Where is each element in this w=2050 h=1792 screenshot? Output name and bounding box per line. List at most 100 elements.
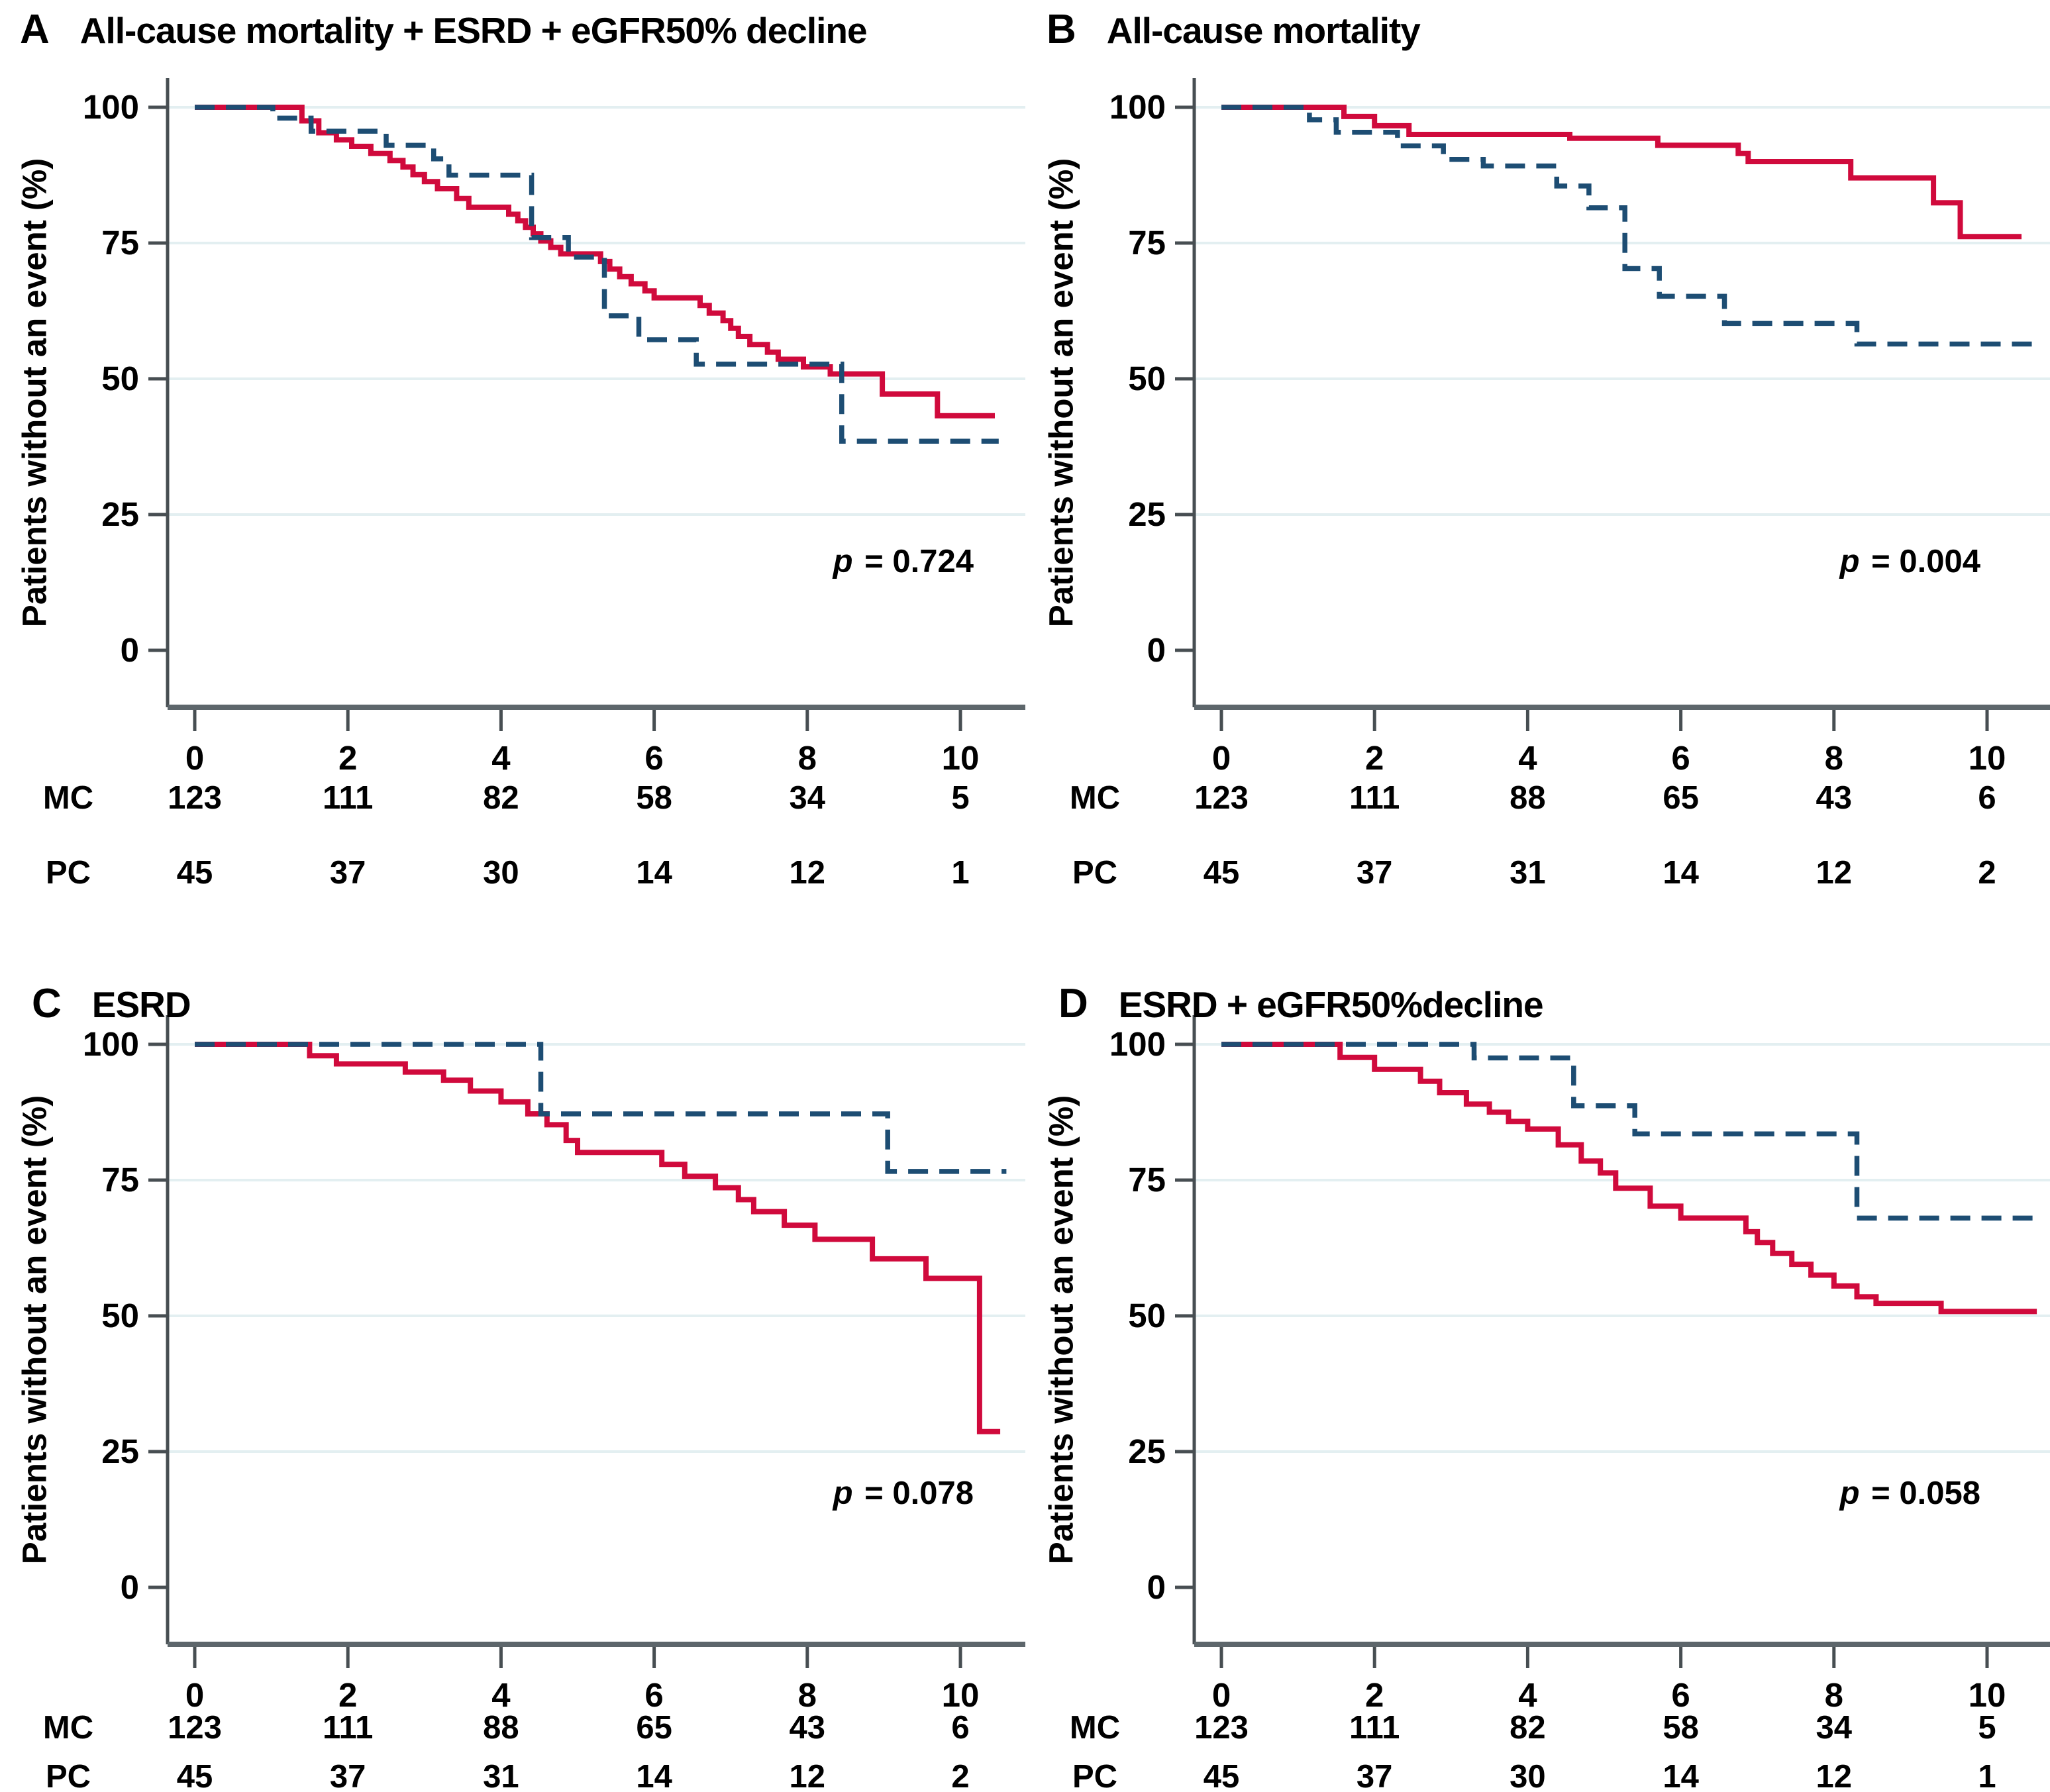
panel-c-header: C ESRD: [32, 983, 191, 1024]
p-number: = 0.724: [855, 544, 974, 579]
x-tick-label-2: 2: [338, 1676, 358, 1714]
y-tick-label-0: 0: [1147, 1568, 1166, 1606]
panel-a: A All-cause mortality + ESRD + eGFR50% d…: [0, 0, 1027, 896]
y-tick-label-100: 100: [82, 1025, 139, 1063]
risk-value-pc-2: 37: [329, 855, 366, 891]
km-plot-b: [1175, 78, 2050, 731]
x-tick-label-8: 8: [797, 1676, 817, 1714]
y-tick-label-25: 25: [1128, 1432, 1166, 1470]
panel-title: All-cause mortality + ESRD + eGFR50% dec…: [79, 10, 868, 51]
y-tick-label-75: 75: [101, 1161, 139, 1199]
risk-value-mc-4: 88: [1510, 780, 1546, 816]
risk-value-pc-6: 14: [636, 855, 672, 891]
risk-row-label-pc: PC: [1072, 855, 1118, 891]
x-tick-label-0: 0: [185, 1676, 205, 1714]
panel-letter: B: [1047, 7, 1076, 52]
panel-d: D ESRD + eGFR50%decline Patients without…: [1027, 896, 2050, 1792]
x-tick-label-4: 4: [491, 1676, 511, 1714]
p-symbol: p: [1839, 544, 1860, 579]
y-tick-label-50: 50: [101, 360, 139, 397]
y-tick-label-50: 50: [101, 1297, 139, 1334]
p-symbol: p: [833, 544, 853, 579]
y-tick-label-75: 75: [101, 224, 139, 262]
risk-value-pc-10: 2: [1978, 855, 1996, 891]
risk-value-mc-4: 82: [1510, 1710, 1546, 1746]
p-symbol: p: [1839, 1475, 1860, 1511]
risk-row-label-mc: MC: [42, 780, 94, 816]
risk-value-pc-6: 14: [1663, 855, 1699, 891]
mc-survival-curve: [195, 1042, 1001, 1434]
risk-value-mc-10: 6: [1978, 780, 1996, 816]
risk-value-pc-8: 12: [1816, 1759, 1853, 1792]
p-number: = 0.004: [1862, 544, 1980, 579]
risk-value-pc-0: 45: [176, 1759, 213, 1792]
pc-survival-curve: [1221, 1042, 2037, 1221]
mc-survival-curve: [1221, 105, 2022, 240]
risk-row-label-mc: MC: [42, 1710, 94, 1746]
risk-value-pc-10: 1: [951, 855, 970, 891]
risk-row-label-mc: MC: [1069, 780, 1121, 816]
risk-value-mc-6: 65: [636, 1710, 672, 1746]
risk-value-pc-0: 45: [176, 855, 213, 891]
risk-value-pc-6: 14: [636, 1759, 672, 1792]
panel-letter: A: [20, 7, 50, 52]
risk-value-mc-10: 5: [1978, 1710, 1996, 1746]
x-tick-label-4: 4: [1518, 1676, 1537, 1714]
y-tick-label-100: 100: [1109, 88, 1166, 126]
y-tick-label-100: 100: [1109, 1025, 1166, 1063]
y-tick-label-0: 0: [1147, 631, 1166, 669]
risk-value-mc-8: 34: [789, 780, 826, 816]
risk-value-mc-2: 111: [1349, 1710, 1400, 1746]
mc-survival-curve: [195, 105, 995, 419]
risk-value-pc-2: 37: [1356, 855, 1393, 891]
panel-title: ESRD + eGFR50%decline: [1118, 984, 1544, 1025]
x-tick-label-6: 6: [1671, 1676, 1690, 1714]
p-value: p = 0.078: [833, 1475, 974, 1512]
x-tick-label-2: 2: [338, 739, 358, 777]
y-tick-label-50: 50: [1128, 360, 1166, 397]
x-tick-label-6: 6: [644, 739, 664, 777]
risk-value-pc-8: 12: [789, 855, 826, 891]
risk-value-pc-4: 30: [1510, 1759, 1546, 1792]
y-tick-label-75: 75: [1128, 224, 1166, 262]
panel-c: C ESRD Patients without an event (%) p =…: [0, 896, 1027, 1792]
risk-value-mc-10: 5: [951, 780, 970, 816]
p-value: p = 0.058: [1840, 1475, 1980, 1512]
y-tick-label-25: 25: [1128, 495, 1166, 533]
pc-survival-curve: [195, 1042, 1007, 1174]
panel-a-header: A All-cause mortality + ESRD + eGFR50% d…: [20, 7, 868, 52]
x-tick-label-6: 6: [1671, 739, 1690, 777]
risk-value-mc-2: 111: [1349, 780, 1400, 816]
risk-value-pc-4: 31: [1510, 855, 1546, 891]
risk-value-mc-6: 58: [1663, 1710, 1699, 1746]
y-tick-label-0: 0: [120, 1568, 139, 1606]
risk-value-mc-6: 58: [636, 780, 672, 816]
x-tick-label-8: 8: [1824, 1676, 1843, 1714]
panel-d-header: D ESRD + eGFR50%decline: [1058, 983, 1544, 1025]
y-tick-label-50: 50: [1128, 1297, 1166, 1334]
pc-survival-curve: [1221, 105, 2033, 347]
risk-value-mc-8: 43: [789, 1710, 826, 1746]
risk-value-mc-6: 65: [1663, 780, 1699, 816]
risk-value-pc-8: 12: [789, 1759, 826, 1792]
panel-b-header: B All-cause mortality: [1047, 7, 1421, 52]
y-tick-label-75: 75: [1128, 1161, 1166, 1199]
p-number: = 0.058: [1862, 1475, 1980, 1511]
risk-value-pc-10: 2: [951, 1759, 970, 1792]
x-tick-label-8: 8: [797, 739, 817, 777]
risk-value-mc-2: 111: [323, 1710, 374, 1746]
risk-value-pc-6: 14: [1663, 1759, 1699, 1792]
risk-row-label-pc: PC: [45, 855, 91, 891]
risk-value-pc-0: 45: [1203, 855, 1240, 891]
x-tick-label-6: 6: [644, 1676, 664, 1714]
x-tick-label-0: 0: [185, 739, 205, 777]
panel-title: All-cause mortality: [1106, 10, 1421, 51]
risk-row-label-mc: MC: [1069, 1710, 1121, 1746]
km-plot-c: [148, 1015, 1025, 1668]
x-tick-label-0: 0: [1211, 739, 1231, 777]
y-tick-label-25: 25: [101, 1432, 139, 1470]
panel-title: ESRD: [91, 984, 191, 1025]
panel-b: B All-cause mortality Patients without a…: [1027, 0, 2050, 896]
x-tick-label-10: 10: [1968, 1676, 2006, 1714]
risk-value-pc-0: 45: [1203, 1759, 1240, 1792]
